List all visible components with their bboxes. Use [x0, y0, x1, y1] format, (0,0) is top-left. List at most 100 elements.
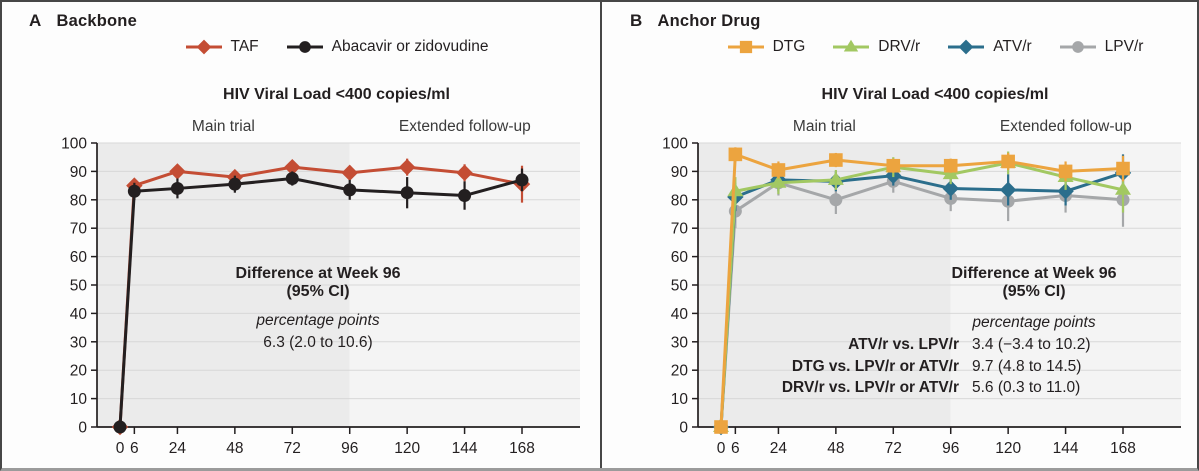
square-marker [829, 153, 843, 167]
series-dtg [714, 147, 1130, 434]
difference-annotation-title: Difference at Week 96 (95% CI) [884, 265, 1184, 300]
annotation-value: 6.3 (2.0 to 10.6) [263, 334, 373, 351]
difference-annotation: Difference at Week 96 (95% CI) percentag… [168, 265, 468, 352]
plot-area: Main trial Extended follow-up 0 10 20 30 40 50 6… [662, 118, 1181, 457]
legend-item-lpv-r: LPV/r [1059, 38, 1143, 56]
circle-marker [515, 173, 529, 187]
comparison-value: 5.6 (0.3 to 11.0) [972, 379, 1081, 396]
circle-marker [285, 172, 299, 185]
circle-marker [829, 193, 843, 207]
circle-marker [113, 420, 127, 434]
triangle-marker [770, 174, 787, 188]
diamond-marker [456, 164, 473, 182]
comparison-value: 3.4 (−3.4 to 10.2) [972, 336, 1091, 353]
square-marker [771, 163, 786, 177]
legend: TAF Abacavir or zidovudine [76, 38, 597, 56]
circle-marker [343, 183, 357, 197]
legend-label: DRV/r [878, 38, 921, 55]
legend-label: ATV/r [993, 38, 1032, 55]
square-marker [714, 420, 728, 434]
x-tick-label: 6 [130, 440, 139, 457]
y-tick-label: 80 [70, 192, 88, 209]
drv-r-legend-marker-icon [833, 39, 870, 52]
legend-label: Abacavir or zidovudine [331, 38, 489, 55]
abacavir-or-zidovudine-legend-marker-icon [286, 41, 323, 53]
y-tick-label: 0 [78, 420, 87, 437]
panel-divider [600, 2, 602, 468]
legend-label: TAF [230, 38, 259, 55]
diamond-marker [169, 163, 186, 180]
square-marker [728, 147, 743, 162]
y-tick-label: 100 [61, 136, 87, 153]
y-tick-label: 60 [671, 249, 689, 266]
circle-marker [458, 189, 472, 203]
x-tick-label: 120 [995, 440, 1021, 457]
panel-backbone: A Backbone TAF Abacavir or zidovudine HIV … [2, 2, 601, 468]
circle-marker [228, 177, 242, 191]
diamond-marker [196, 39, 211, 55]
panel-letter: B [630, 11, 643, 30]
y-tick-label: 70 [70, 221, 88, 238]
y-tick-label: 50 [671, 278, 689, 295]
annotation-title-line2: (95% CI) [286, 282, 350, 300]
panel-header: A Backbone [29, 11, 137, 31]
y-tick-label: 40 [671, 306, 689, 323]
y-tick-label: 20 [70, 363, 88, 380]
annotation-title: Difference at Week 96 (95% CI) [168, 265, 468, 300]
circle-marker [170, 181, 184, 195]
comparison-label: ATV/r vs. LPV/r [848, 336, 959, 353]
region-label-main-trial: Main trial [192, 118, 255, 135]
x-tick-label: 6 [731, 440, 740, 457]
legend: DTG DRV/r ATV/r LPV/r [677, 38, 1193, 56]
x-tick-label: 24 [169, 440, 187, 457]
dtg-legend-marker-icon [727, 40, 764, 54]
panel-letter: A [29, 11, 42, 30]
x-tick-label: 72 [885, 440, 902, 457]
y-tick-label: 10 [671, 391, 689, 408]
diamond-marker [398, 158, 416, 176]
y-tick-label: 10 [70, 391, 88, 408]
panel-anchor-drug: B Anchor Drug DTG DRV/r ATV/r LPV/r HIV Vira… [603, 2, 1197, 468]
lpv-r-legend-marker-icon [1059, 41, 1096, 53]
y-tick-label: 30 [70, 334, 88, 351]
y-tick-label: 50 [70, 278, 88, 295]
y-tick-label: 90 [70, 164, 88, 181]
legend-item-dtg: DTG [727, 38, 805, 56]
panel-header: B Anchor Drug [630, 11, 761, 31]
legend-item-taf: TAF [185, 38, 259, 56]
triangle-marker [727, 183, 744, 197]
annotation-unit: percentage points [972, 314, 1096, 331]
comparison-label: DTG vs. LPV/r or ATV/r [791, 357, 959, 375]
x-tick-label: 168 [509, 440, 535, 457]
annotation-title-line2: (95% CI) [1002, 282, 1066, 300]
square-marker [1116, 161, 1130, 176]
x-tick-label: 0 [116, 440, 125, 457]
panel-heading: Anchor Drug [657, 12, 761, 30]
y-tick-label: 30 [671, 334, 689, 351]
x-tick-label: 168 [1110, 440, 1136, 457]
comparison-value: 9.7 (4.8 to 14.5) [972, 357, 1082, 375]
x-tick-label: 96 [942, 440, 959, 457]
y-tick-label: 100 [662, 136, 688, 153]
comparison-label: DRV/r vs. LPV/r or ATV/r [781, 379, 959, 396]
x-tick-label: 0 [717, 440, 726, 457]
atv-r-legend-marker-icon [948, 39, 985, 55]
region-label-extended-followup: Extended follow-up [1000, 118, 1132, 135]
diamond-marker [958, 39, 974, 55]
circle-marker [1071, 41, 1084, 53]
circle-marker [400, 186, 414, 200]
square-marker [943, 158, 958, 173]
chart-title: HIV Viral Load <400 copies/ml [821, 86, 1049, 103]
series-abacavir-or-zidovudine [113, 168, 529, 434]
x-tick-label: 72 [284, 440, 301, 457]
y-tick-label: 90 [671, 164, 689, 181]
annotation-title-line1: Difference at Week 96 [951, 265, 1117, 282]
comparison-table: ATV/r vs. LPV/r 3.4 (−3.4 to 10.2) DTG v… [731, 334, 1091, 399]
triangle-marker [827, 171, 844, 185]
region-label-main-trial: Main trial [793, 118, 856, 135]
plot-area: Main trial Extended follow-up 0 10 20 30 40 50 6… [61, 118, 580, 457]
taf-legend-marker-icon [185, 39, 222, 55]
y-tick-label: 80 [671, 192, 689, 209]
legend-item-atv-r: ATV/r [947, 38, 1032, 56]
circle-marker [127, 184, 141, 198]
